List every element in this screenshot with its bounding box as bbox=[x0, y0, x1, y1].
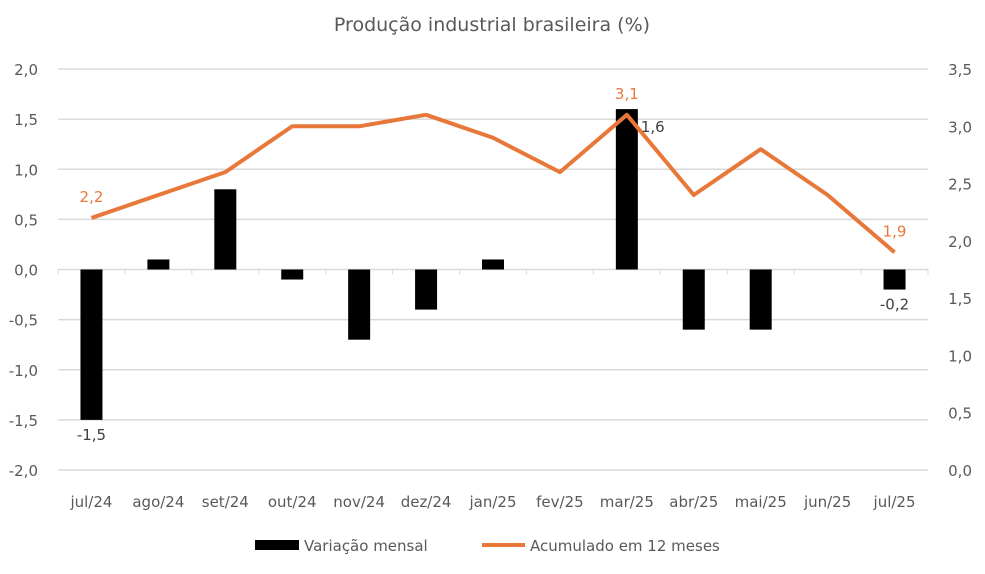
x-tick-label: fev/25 bbox=[536, 493, 584, 511]
legend-swatch-bar bbox=[255, 540, 299, 550]
x-tick-label: nov/24 bbox=[333, 493, 385, 511]
line-data-label: 3,1 bbox=[615, 85, 639, 103]
x-tick-label: jun/25 bbox=[803, 493, 851, 511]
y-left-tick-label: 0,5 bbox=[14, 211, 38, 229]
bar bbox=[616, 109, 638, 269]
y-right-tick-label: 3,0 bbox=[948, 118, 972, 136]
y-right-tick-label: 0,5 bbox=[948, 405, 972, 423]
bar bbox=[214, 189, 236, 269]
chart-title: Produção industrial brasileira (%) bbox=[334, 14, 650, 36]
y-left-tick-label: -1,5 bbox=[9, 412, 38, 430]
line-data-label: 1,9 bbox=[883, 222, 907, 240]
bar bbox=[80, 270, 102, 420]
x-tick-label: jul/24 bbox=[69, 493, 112, 511]
bar bbox=[348, 270, 370, 340]
bar bbox=[281, 270, 303, 280]
x-tick-label: mai/25 bbox=[735, 493, 787, 511]
bar-data-label: 1,6 bbox=[641, 118, 665, 136]
y-left-tick-label: 1,0 bbox=[14, 161, 38, 179]
line-data-label: 2,2 bbox=[80, 188, 104, 206]
y-axis-right: 3,5 3,0 2,5 2,0 1,5 1,0 0,5 0,0 bbox=[948, 61, 972, 480]
x-tick-label: ago/24 bbox=[132, 493, 184, 511]
bar bbox=[750, 270, 772, 330]
y-right-tick-label: 2,0 bbox=[948, 233, 972, 251]
bar-data-label: -0,2 bbox=[880, 296, 909, 314]
y-left-tick-label: -0,5 bbox=[9, 312, 38, 330]
y-right-tick-label: 3,5 bbox=[948, 61, 972, 79]
y-axis-left: 2,0 1,5 1,0 0,5 0,0 -0,5 -1,0 -1,5 -2,0 bbox=[9, 61, 38, 480]
y-right-tick-label: 1,0 bbox=[948, 347, 972, 365]
line-path bbox=[91, 115, 894, 252]
bar-series bbox=[80, 109, 905, 420]
legend-label-line: Acumulado em 12 meses bbox=[530, 537, 720, 555]
y-right-tick-label: 0,0 bbox=[948, 462, 972, 480]
y-left-tick-label: 2,0 bbox=[14, 61, 38, 79]
line-series bbox=[91, 115, 894, 253]
y-right-tick-label: 1,5 bbox=[948, 290, 972, 308]
x-tick-label: abr/25 bbox=[669, 493, 718, 511]
legend-label-bar: Variação mensal bbox=[304, 537, 428, 555]
y-left-tick-label: 0,0 bbox=[14, 262, 38, 280]
bar bbox=[683, 270, 705, 330]
y-left-tick-label: -2,0 bbox=[9, 462, 38, 480]
x-tick-label: dez/24 bbox=[401, 493, 452, 511]
bar bbox=[415, 270, 437, 310]
x-tick-label: mar/25 bbox=[600, 493, 654, 511]
x-tick-label: jan/25 bbox=[468, 493, 516, 511]
y-left-tick-label: 1,5 bbox=[14, 111, 38, 129]
bar-data-label: -1,5 bbox=[77, 426, 106, 444]
legend: Variação mensal Acumulado em 12 meses bbox=[255, 537, 720, 555]
x-tick-label: set/24 bbox=[202, 493, 249, 511]
bar bbox=[884, 270, 906, 290]
y-left-tick-label: -1,0 bbox=[9, 362, 38, 380]
x-axis: jul/24 ago/24 set/24 out/24 nov/24 dez/24 jan/… bbox=[69, 493, 915, 511]
bar bbox=[482, 259, 504, 269]
x-tick-label: jul/25 bbox=[873, 493, 916, 511]
y-right-tick-label: 2,5 bbox=[948, 176, 972, 194]
bar bbox=[147, 259, 169, 269]
x-tick-label: out/24 bbox=[268, 493, 317, 511]
